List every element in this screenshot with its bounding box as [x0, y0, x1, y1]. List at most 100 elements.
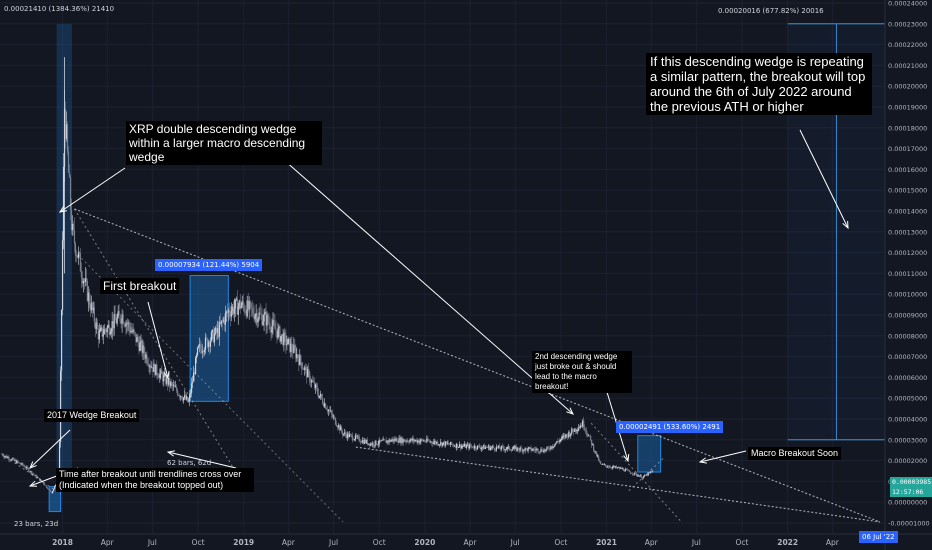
candle-body — [3, 455, 5, 458]
candle-body — [250, 303, 252, 308]
candle-body — [437, 441, 439, 445]
candle-body — [273, 320, 275, 324]
time-tick-label: Apr — [282, 538, 296, 547]
candle-body — [459, 444, 461, 447]
candle-body — [353, 439, 355, 441]
candle-body — [258, 312, 260, 319]
candle-body — [141, 340, 143, 353]
candle-body — [623, 470, 625, 472]
candle-body — [203, 349, 206, 353]
candle-body — [604, 464, 607, 466]
candle-body — [347, 433, 350, 438]
candle-body — [419, 441, 421, 443]
price-axis: 0.00024000 0.00023000 0.00022000 0.00021000… — [884, 0, 932, 550]
candle-body — [424, 440, 426, 442]
candle-body — [198, 344, 201, 346]
candle-body — [474, 445, 477, 449]
candle-body — [210, 332, 213, 341]
candle-body — [336, 426, 339, 428]
candle-body — [647, 472, 649, 476]
candle-body — [169, 378, 171, 386]
candle-body — [286, 343, 288, 346]
candle-body — [201, 351, 204, 353]
candle-body — [350, 434, 353, 436]
candle-body — [133, 329, 135, 333]
time-tick-label: 2020 — [414, 538, 435, 547]
candle-body — [215, 327, 218, 333]
candle-body — [236, 298, 238, 315]
candle-body — [238, 300, 240, 307]
candle-body — [209, 340, 212, 347]
candle-body — [389, 439, 391, 442]
candle-body — [145, 354, 147, 359]
candle-body — [129, 327, 131, 333]
arrow-to-2017-bars-head — [28, 480, 38, 487]
candle-body — [247, 300, 249, 310]
candle-body — [284, 332, 286, 335]
price-axis-background — [885, 0, 932, 550]
candle-body — [144, 353, 146, 359]
candle-body — [532, 448, 534, 451]
candle-body — [147, 362, 149, 365]
candle-body — [627, 470, 629, 471]
candle-body — [348, 434, 351, 438]
candle-body — [157, 374, 159, 377]
candle-body — [229, 313, 231, 317]
candle-body — [5, 455, 7, 457]
candle-body — [508, 446, 510, 450]
top-center-readout: 0.00020016 (677.82%) 20016 — [718, 7, 824, 15]
candle-body — [75, 255, 78, 256]
candle-body — [465, 445, 468, 448]
candle-body — [208, 342, 211, 347]
candle-body — [262, 321, 264, 325]
candle-body — [84, 278, 86, 282]
wedge-2017-note: 2017 Wedge Breakout — [44, 409, 140, 422]
candle-body — [496, 446, 498, 448]
candle-body — [432, 443, 434, 445]
candle-body — [235, 298, 237, 300]
candle-body — [467, 444, 470, 449]
candle-body — [434, 441, 436, 443]
candle-body — [504, 449, 506, 451]
candle-body — [610, 467, 613, 469]
candle-body — [625, 469, 627, 470]
candle-body — [534, 449, 536, 451]
candle-body — [553, 446, 555, 447]
candle-body — [454, 446, 456, 447]
candle-body — [190, 383, 193, 393]
candle-body — [66, 124, 69, 152]
candle-body — [406, 440, 408, 442]
candle-body — [132, 329, 134, 333]
candle-body — [88, 292, 90, 305]
candle-body — [272, 320, 274, 327]
candle-body — [468, 444, 471, 449]
candle-body — [293, 345, 295, 353]
candle-body — [295, 348, 297, 359]
candle-body — [85, 278, 87, 281]
candle-body — [557, 441, 559, 442]
macro-lower-trendline — [355, 446, 881, 523]
candle-body — [470, 446, 473, 447]
candle-body — [89, 304, 91, 311]
candle-body — [330, 410, 333, 414]
candle-body — [303, 368, 305, 370]
candle-body — [19, 462, 21, 464]
candle-body — [52, 490, 54, 494]
candle-body — [613, 466, 616, 468]
candle-body — [255, 313, 257, 316]
candle-body — [87, 292, 89, 301]
candle-body — [398, 437, 400, 443]
candle-body — [530, 447, 532, 451]
candle-body — [70, 209, 73, 231]
candle-body — [450, 441, 452, 445]
candle-body — [375, 440, 377, 445]
candle-body — [520, 447, 522, 449]
candle-body — [339, 426, 342, 431]
candle-body — [482, 445, 485, 448]
candle-body — [641, 477, 643, 479]
candle-body — [23, 465, 25, 466]
candle-body — [505, 449, 507, 450]
candle-body — [34, 474, 36, 476]
candle-body — [430, 441, 432, 443]
